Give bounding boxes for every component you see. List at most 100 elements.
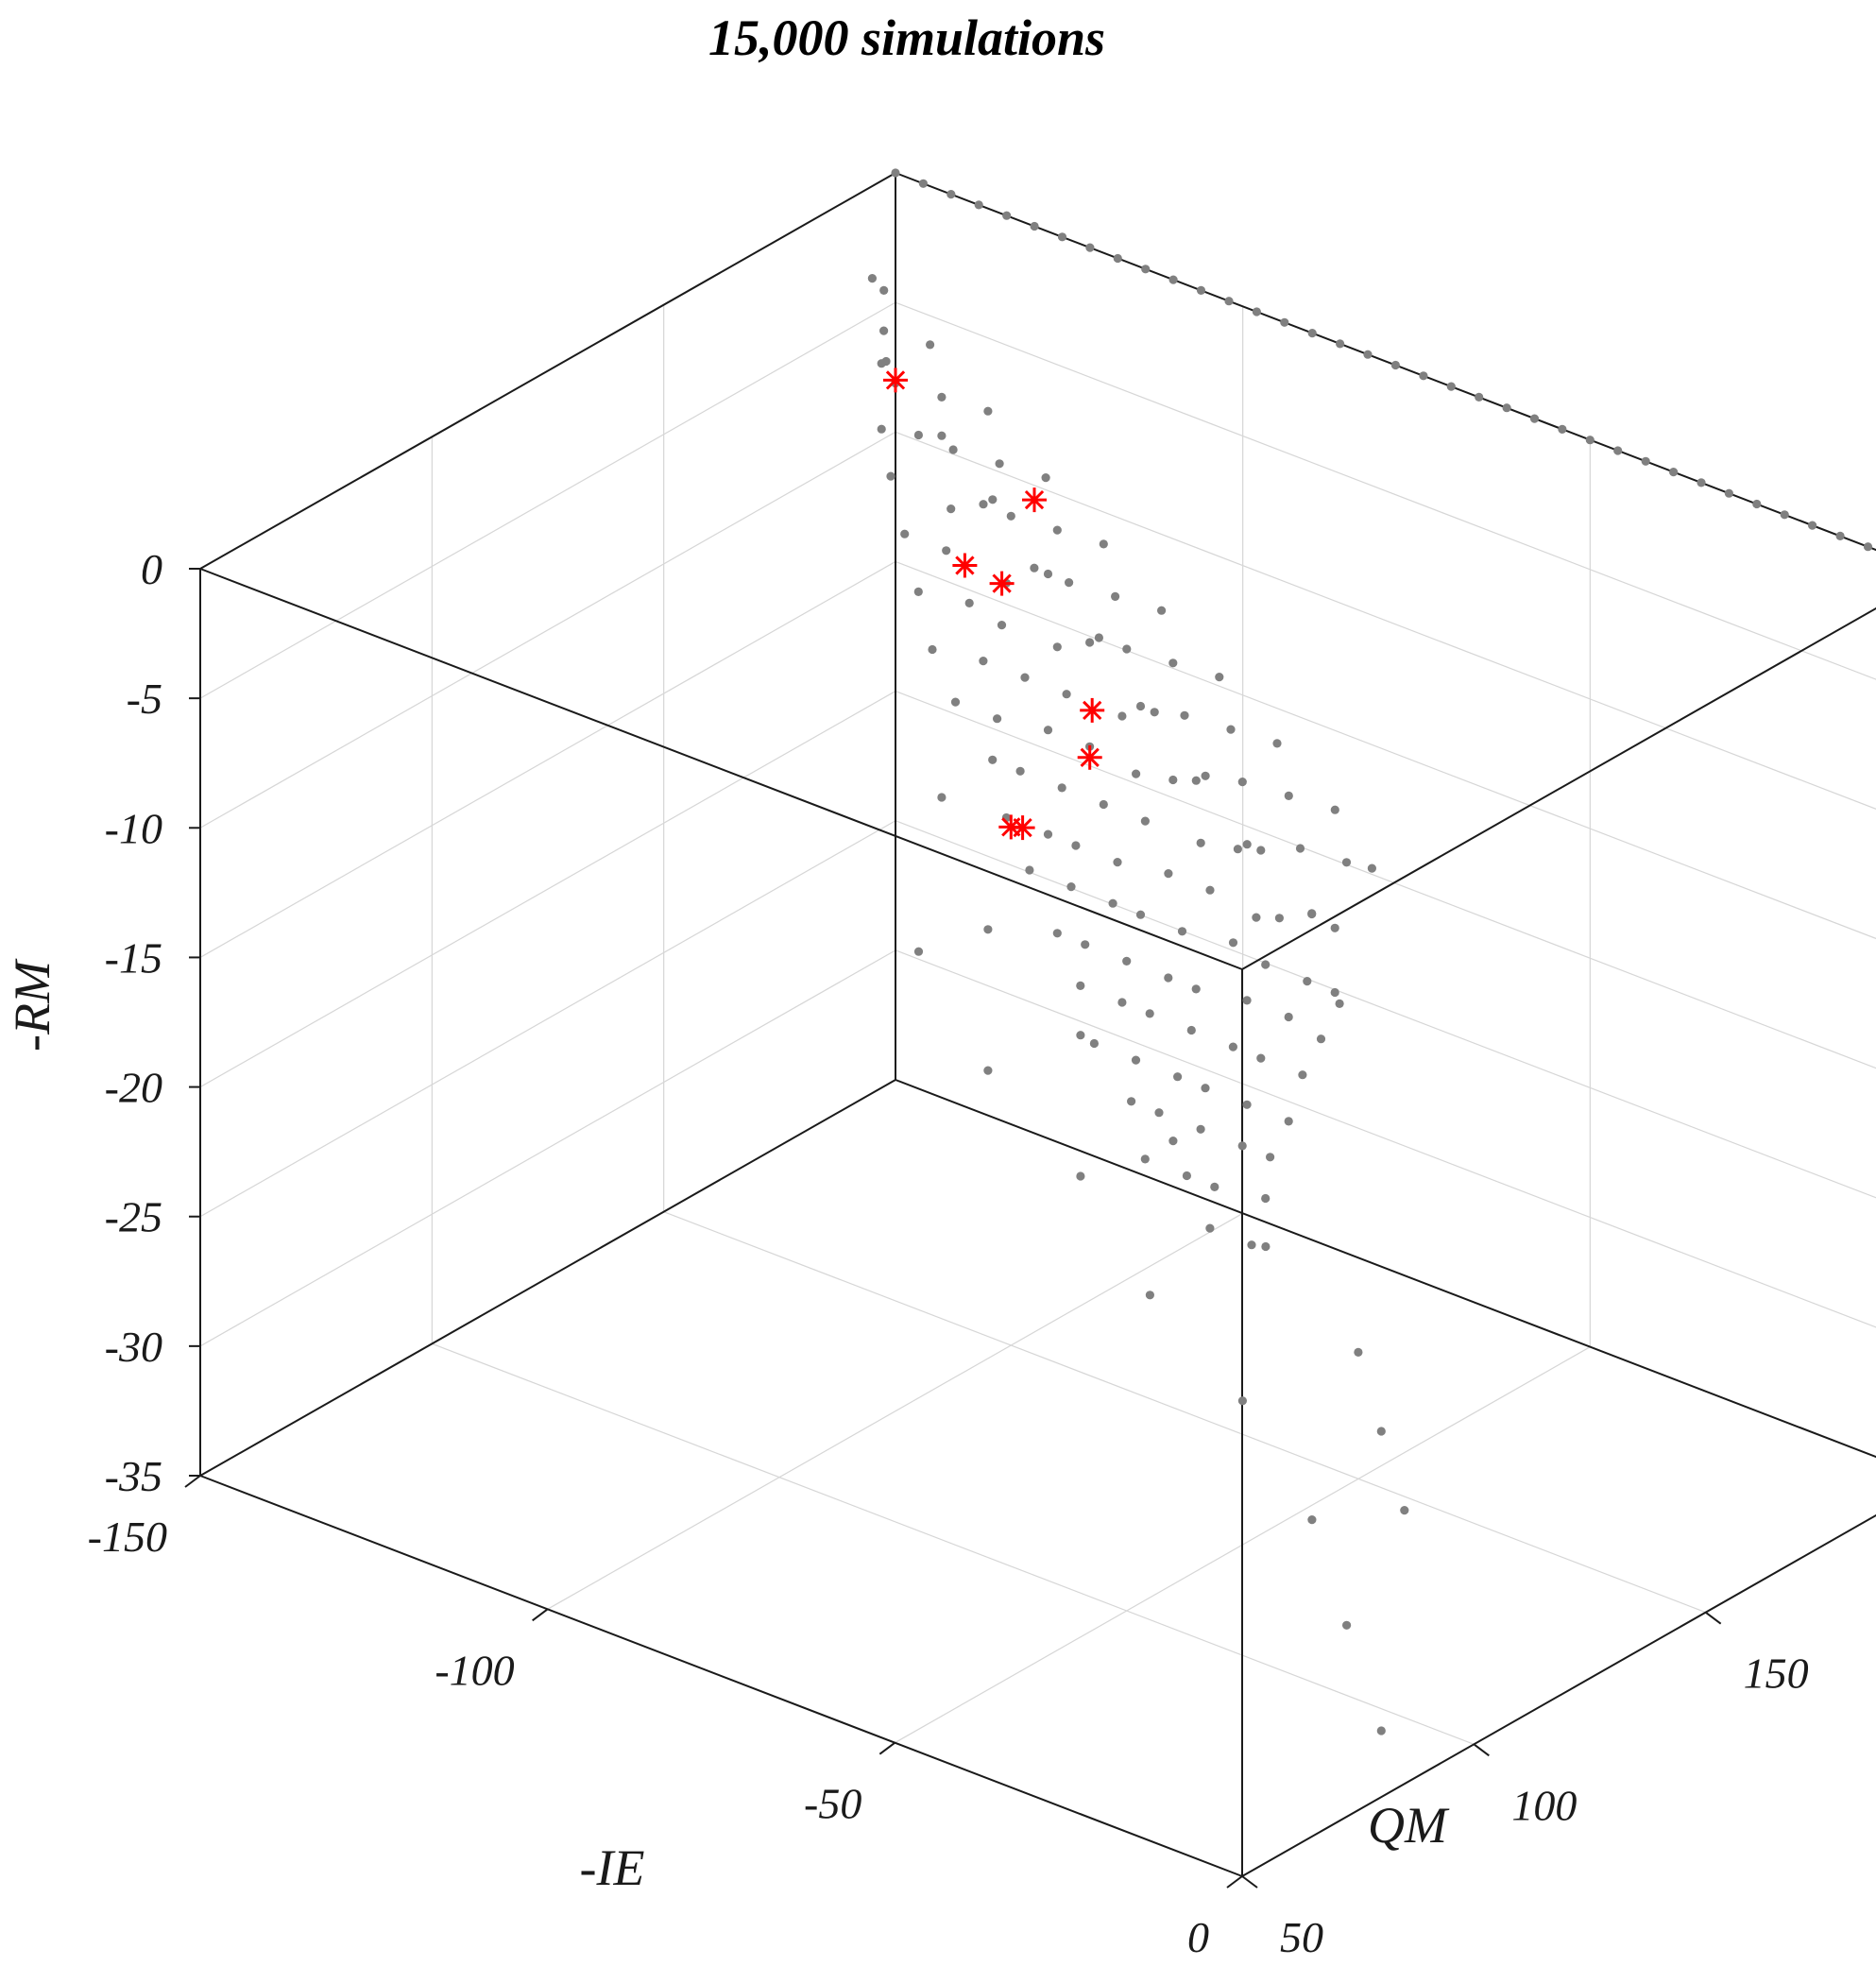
data-point xyxy=(997,621,1007,630)
data-point xyxy=(1168,658,1178,668)
data-point xyxy=(937,793,947,802)
highlight-point xyxy=(1080,697,1105,723)
data-point xyxy=(1330,923,1339,932)
data-point xyxy=(1191,776,1201,785)
data-point xyxy=(877,359,886,368)
box-edge xyxy=(199,568,1243,970)
data-point xyxy=(988,495,998,504)
data-point xyxy=(988,755,998,764)
data-point xyxy=(1150,708,1159,717)
data-point xyxy=(1475,392,1484,402)
highlight-point xyxy=(989,571,1015,596)
data-point xyxy=(1140,816,1150,826)
data-point xyxy=(1043,726,1053,735)
grid-line-z xyxy=(895,1079,1876,1458)
data-point xyxy=(1135,910,1146,919)
grid-line-z xyxy=(199,301,896,699)
data-point xyxy=(950,697,961,707)
data-point xyxy=(1057,783,1066,793)
data-point xyxy=(1099,539,1108,549)
data-point xyxy=(1335,999,1344,1008)
data-point xyxy=(1168,775,1178,785)
x-tick-mark xyxy=(184,1475,201,1488)
data-point xyxy=(1307,329,1317,338)
data-point xyxy=(928,644,937,655)
data-point xyxy=(1164,973,1173,983)
data-point xyxy=(1808,521,1817,530)
data-point xyxy=(1135,701,1146,711)
x-tick-label: -150 xyxy=(88,1513,167,1561)
highlight-point xyxy=(1022,487,1047,513)
data-point xyxy=(1237,1141,1247,1151)
data-point xyxy=(879,326,889,335)
data-point xyxy=(1863,542,1873,552)
data-point xyxy=(867,274,878,283)
z-tick-label: 0 xyxy=(141,545,162,593)
highlight-point xyxy=(1077,744,1102,770)
data-point xyxy=(1558,424,1567,434)
grid-line-z xyxy=(895,949,1876,1328)
data-point xyxy=(1154,1108,1164,1118)
highlight-point-stroke xyxy=(1083,700,1102,721)
data-point xyxy=(913,430,924,440)
data-point xyxy=(877,424,886,434)
y-tick-mark xyxy=(1473,1743,1490,1757)
data-points xyxy=(867,168,1873,1735)
grid-line-z xyxy=(895,301,1876,680)
box-edge xyxy=(199,1475,1243,1877)
data-point xyxy=(1145,1009,1154,1018)
data-point xyxy=(1256,1053,1266,1063)
y-tick-label: 100 xyxy=(1511,1781,1577,1829)
data-point xyxy=(937,392,947,402)
highlight-point-stroke xyxy=(1013,817,1032,838)
data-point xyxy=(1117,998,1127,1007)
data-point xyxy=(1122,644,1132,654)
y-axis-label: QM xyxy=(1368,1797,1450,1854)
grid-line-floor-y xyxy=(432,1342,1475,1745)
data-point xyxy=(1085,638,1095,647)
grid-line-z xyxy=(199,431,896,829)
data-point xyxy=(1065,578,1074,588)
data-point xyxy=(1052,525,1062,535)
data-point xyxy=(1228,1042,1237,1051)
grid-line-z xyxy=(895,172,1876,551)
data-point xyxy=(942,546,951,556)
data-point xyxy=(1752,499,1762,509)
box-edge xyxy=(895,172,1876,552)
data-point xyxy=(1006,511,1015,521)
data-point xyxy=(979,500,988,509)
grid-line-floor-y xyxy=(895,1079,1876,1458)
data-point xyxy=(1085,243,1095,252)
y-tick-label: 150 xyxy=(1744,1650,1809,1698)
data-point xyxy=(1191,984,1201,994)
box-edge xyxy=(895,1079,1876,1459)
data-point xyxy=(1342,1620,1352,1630)
highlight-point-stroke xyxy=(992,573,1012,593)
data-point xyxy=(964,598,974,608)
data-point xyxy=(1274,914,1284,923)
data-point xyxy=(1002,211,1012,220)
data-point xyxy=(995,459,1004,469)
data-point xyxy=(1284,1117,1293,1126)
data-point xyxy=(1168,275,1178,284)
data-point xyxy=(886,471,895,481)
data-point xyxy=(1242,1100,1252,1109)
data-point xyxy=(1376,1726,1386,1735)
z-tick-label: -35 xyxy=(105,1452,162,1500)
data-point xyxy=(1196,285,1206,295)
z-tick-label: -25 xyxy=(105,1193,162,1241)
data-point xyxy=(1316,1034,1326,1044)
data-point xyxy=(918,179,929,188)
data-point xyxy=(1094,633,1103,642)
data-point xyxy=(1030,563,1039,573)
data-point xyxy=(1242,996,1252,1005)
data-point xyxy=(1182,1171,1191,1181)
data-point xyxy=(1419,371,1428,381)
x-tick-label: -100 xyxy=(435,1646,514,1694)
data-point xyxy=(1015,766,1025,776)
data-point xyxy=(1062,690,1071,699)
grid-line-z xyxy=(895,820,1876,1199)
data-point xyxy=(1089,1038,1099,1049)
data-point xyxy=(1122,956,1132,966)
x-tick-label: 0 xyxy=(1187,1913,1209,1961)
